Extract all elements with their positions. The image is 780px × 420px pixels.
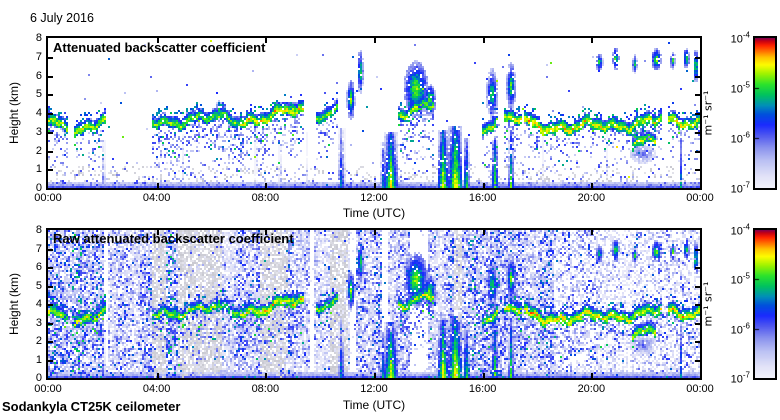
- x-tick-label: 16:00: [468, 192, 497, 204]
- y-tick-label: 6: [35, 261, 42, 273]
- y-tick-label: 5: [35, 88, 42, 101]
- x-axis-label-top: Time (UTC): [342, 206, 406, 220]
- x-tick-label: 12:00: [360, 383, 388, 395]
- colorbar-exponent: -6: [742, 130, 750, 140]
- clean-panel-title: Attenuated backscatter coefficient: [53, 40, 266, 55]
- x-axis-label-bottom: Time (UTC): [342, 398, 406, 412]
- x-tick-label: 00:00: [34, 192, 62, 204]
- instrument-label: Sodankyla CT25K ceilometer: [2, 399, 181, 414]
- y-tick-label: 3: [35, 316, 42, 329]
- colorbar-exponent: -5: [742, 272, 750, 281]
- colorbar-tick-label: 10-4: [730, 222, 750, 238]
- colorbar-exponent: -4: [742, 30, 750, 40]
- y-tick-label: 5: [35, 279, 42, 292]
- colorbar-tick-label: 10-4: [730, 30, 750, 46]
- y-tick-label: 1: [35, 353, 42, 366]
- x-tick-label: 20:00: [577, 192, 606, 204]
- colorbar-bottom: [753, 228, 777, 380]
- y-tick-label: 7: [35, 50, 42, 63]
- y-tick-label: 0: [35, 372, 42, 384]
- y-tick-label: 1: [35, 163, 42, 176]
- colorbar-exponent: -7: [742, 370, 750, 380]
- y-tick-label: 7: [35, 242, 42, 255]
- y-axis-label-bottom: Height (km): [7, 272, 21, 336]
- colorbar-tick-label: 10-6: [730, 130, 750, 146]
- colorbar-top-gradient: [755, 38, 775, 188]
- y-axis-label-top: Height (km): [7, 81, 21, 145]
- colorbar-bottom-unit: m⁻¹ sr⁻¹: [701, 281, 715, 327]
- colorbar-exponent: -5: [742, 80, 750, 90]
- colorbar-tick-label: 10-6: [730, 321, 750, 336]
- x-tick-label: 04:00: [142, 192, 171, 204]
- x-tick-label: 12:00: [360, 192, 388, 204]
- clean-backscatter-heatmap: [48, 38, 700, 188]
- y-tick-label: 4: [35, 107, 42, 119]
- y-tick-label: 3: [35, 125, 42, 138]
- x-tick-label: 00:00: [686, 383, 714, 395]
- y-tick-label: 4: [35, 298, 42, 310]
- y-tick-label: 0: [35, 182, 42, 194]
- y-tick-label: 2: [35, 335, 42, 347]
- colorbar-exponent: -4: [742, 222, 750, 232]
- y-tick-label: 2: [35, 144, 42, 157]
- x-tick-label: 20:00: [577, 383, 606, 395]
- colorbar-tick-label: 10-5: [730, 272, 750, 287]
- colorbar-tick-label: 10-7: [730, 180, 750, 196]
- date-label: 6 July 2016: [30, 11, 94, 25]
- x-tick-label: 08:00: [251, 383, 280, 395]
- y-tick-label: 8: [35, 32, 42, 44]
- x-tick-label: 08:00: [251, 192, 280, 204]
- colorbar-bottom-gradient: [755, 230, 775, 378]
- y-tick-label: 6: [35, 69, 42, 82]
- colorbar-exponent: -7: [742, 180, 750, 190]
- colorbar-exponent: -6: [742, 321, 750, 331]
- raw-panel: [46, 228, 702, 380]
- x-tick-label: 00:00: [686, 192, 714, 204]
- colorbar-tick-label: 10-5: [730, 80, 750, 96]
- x-tick-label: 16:00: [468, 383, 497, 395]
- colorbar-top-unit: m⁻¹ sr⁻¹: [701, 90, 715, 136]
- y-tick-label: 8: [35, 224, 42, 236]
- x-tick-label: 00:00: [34, 383, 62, 395]
- x-tick-label: 04:00: [142, 383, 171, 395]
- colorbar-top: [753, 36, 777, 190]
- colorbar-tick-label: 10-7: [730, 370, 750, 386]
- clean-panel: [46, 36, 702, 190]
- raw-backscatter-heatmap: [48, 230, 700, 378]
- raw-panel-title: Raw attenuated backscatter coefficient: [53, 231, 294, 246]
